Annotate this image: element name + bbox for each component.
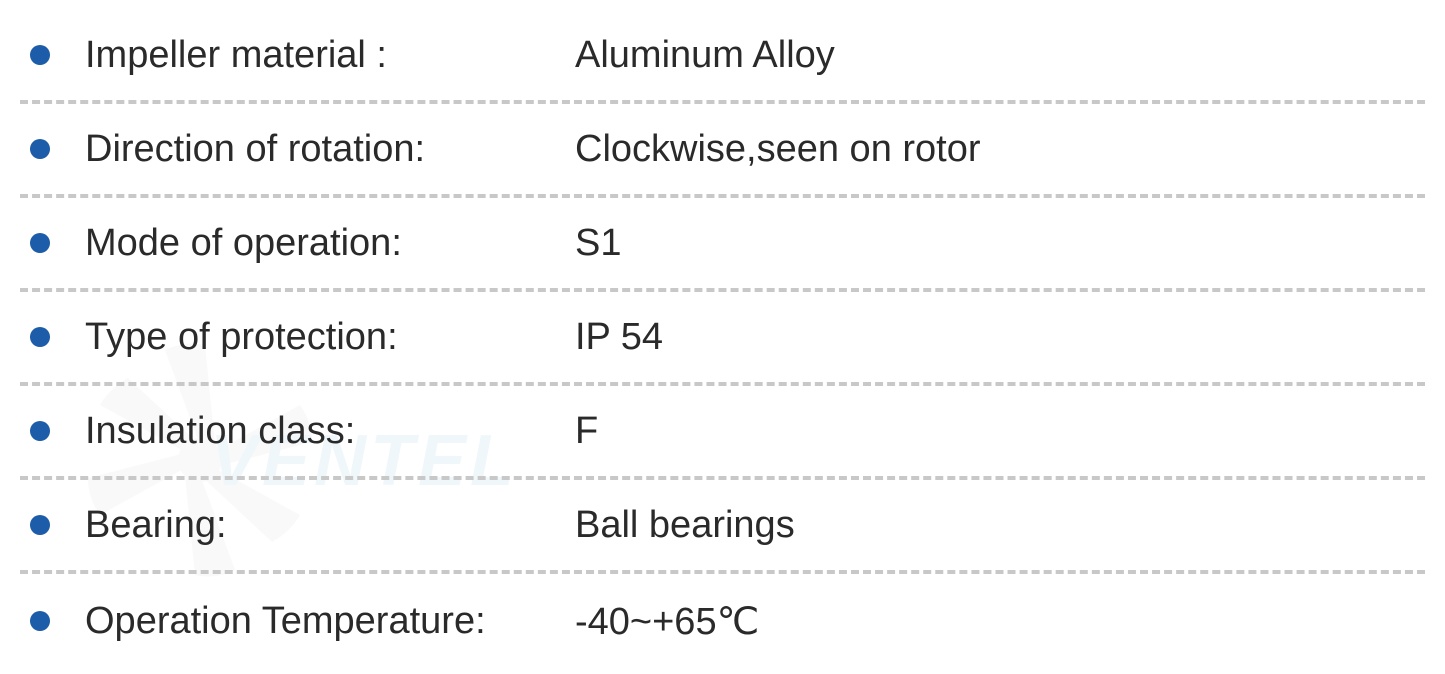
spec-row: Bearing: Ball bearings <box>20 480 1425 574</box>
spec-label: Operation Temperature: <box>85 600 575 643</box>
spec-row: Type of protection: IP 54 <box>20 292 1425 386</box>
spec-value: Clockwise,seen on rotor <box>575 128 981 171</box>
bullet-icon <box>30 515 50 535</box>
spec-label: Impeller material : <box>85 34 575 77</box>
spec-label: Bearing: <box>85 504 575 547</box>
spec-row: Impeller material : Aluminum Alloy <box>20 10 1425 104</box>
bullet-icon <box>30 45 50 65</box>
spec-label: Direction of rotation: <box>85 128 575 171</box>
spec-row: Direction of rotation: Clockwise,seen on… <box>20 104 1425 198</box>
spec-row: Operation Temperature: -40~+65℃ <box>20 574 1425 668</box>
bullet-icon <box>30 233 50 253</box>
spec-value: -40~+65℃ <box>575 599 759 644</box>
spec-label: Type of protection: <box>85 316 575 359</box>
spec-value: S1 <box>575 222 621 265</box>
spec-value: Aluminum Alloy <box>575 34 835 77</box>
bullet-icon <box>30 327 50 347</box>
bullet-icon <box>30 611 50 631</box>
spec-value: IP 54 <box>575 316 663 359</box>
spec-value: Ball bearings <box>575 504 795 547</box>
specifications-list: Impeller material : Aluminum Alloy Direc… <box>0 0 1445 668</box>
bullet-icon <box>30 139 50 159</box>
spec-label: Insulation class: <box>85 410 575 453</box>
spec-value: F <box>575 410 598 453</box>
bullet-icon <box>30 421 50 441</box>
spec-row: Insulation class: F <box>20 386 1425 480</box>
spec-label: Mode of operation: <box>85 222 575 265</box>
spec-row: Mode of operation: S1 <box>20 198 1425 292</box>
